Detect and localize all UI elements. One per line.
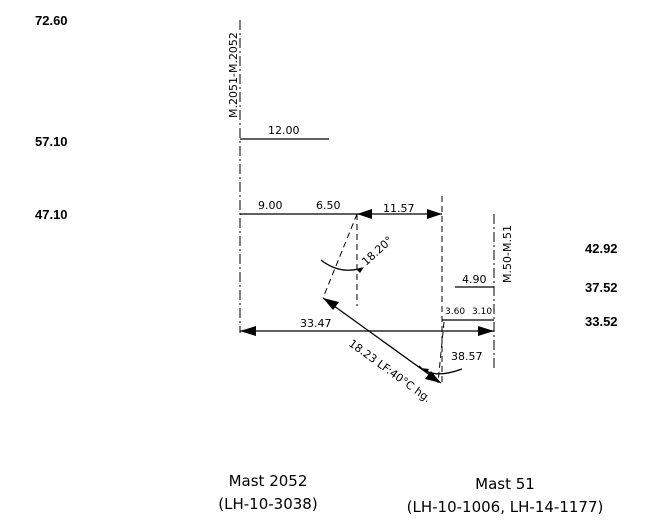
right-angle-label: 38.57 [451, 350, 483, 363]
right-mast-reference: (LH-10-1006, LH-14-1177) [407, 498, 604, 516]
right-mast-id: M.50-M.51 [501, 225, 514, 283]
left-angle-arrow [357, 267, 364, 273]
right-level-label-c: 33.52 [585, 314, 618, 329]
left-angle-arc [320, 259, 363, 271]
right-mast-title: Mast 51 [475, 475, 535, 493]
level-label-middle: 47.10 [35, 207, 68, 222]
left-mast-reference: (LH-10-3038) [218, 495, 317, 513]
right-level-label-a: 42.92 [585, 241, 618, 256]
left-mast-title: Mast 2052 [229, 472, 308, 490]
level-label-top: 72.60 [35, 13, 68, 28]
right-angle-arc [418, 365, 463, 375]
level-label-upper: 57.10 [35, 134, 68, 149]
span-dimension: 33.47 [300, 317, 332, 330]
right-swing-reference [437, 321, 445, 384]
conductor-arrow-start [323, 298, 339, 310]
right-level-label-b: 37.52 [585, 280, 618, 295]
gap-arrow-right [427, 209, 442, 219]
right-low-dimension-b: 3.10 [472, 307, 492, 317]
span-arrow-left [240, 326, 256, 336]
left-mast-id: M.2051-M.2052 [227, 32, 240, 118]
middle-arm-left-dimension: 9.00 [258, 199, 283, 212]
span-arrow-right [478, 326, 494, 336]
middle-arm-mid-dimension: 6.50 [316, 199, 341, 212]
left-angle-label: 18.20° [359, 234, 395, 268]
upper-arm-dimension: 12.00 [268, 124, 300, 137]
conductor-arrow-end [425, 371, 441, 383]
inclined-swing-reference [322, 213, 358, 299]
right-arm-dimension: 4.90 [462, 273, 487, 286]
right-angle-arrow [420, 368, 429, 373]
conductor-label: 18.23 LF:40°C hg. [346, 337, 433, 405]
gap-dimension: 11.57 [383, 202, 415, 215]
right-low-dimension-a: 3.60 [445, 307, 465, 317]
gap-arrow-left [357, 209, 372, 219]
